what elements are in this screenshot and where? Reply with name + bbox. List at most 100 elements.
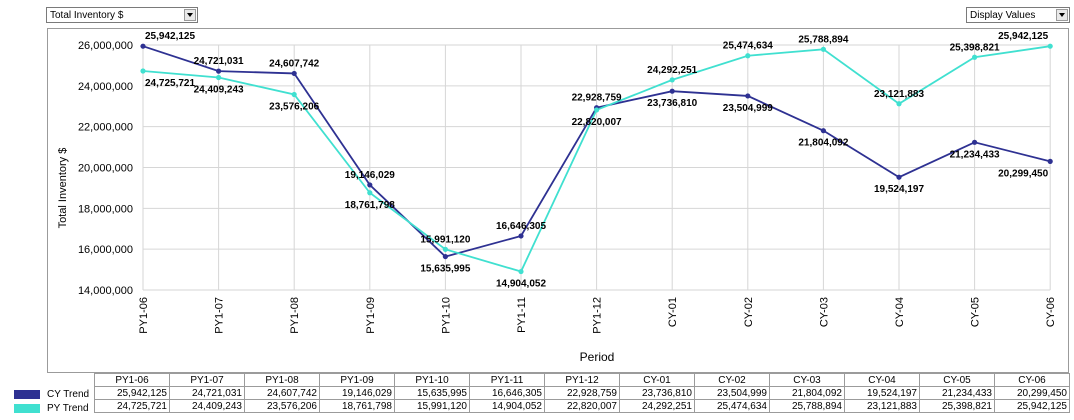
table-cell: 25,788,894 bbox=[769, 399, 845, 413]
data-label: 15,991,120 bbox=[420, 234, 470, 245]
measure-select-value: Total Inventory $ bbox=[50, 10, 124, 21]
chevron-down-icon[interactable] bbox=[1056, 9, 1068, 21]
data-label: 15,635,995 bbox=[420, 264, 470, 275]
table-cell: 24,607,742 bbox=[244, 386, 320, 400]
data-point bbox=[594, 107, 600, 113]
data-table: PY1-06 PY1-07 PY1-08 PY1-09 PY1-10 PY1-11 PY1-… bbox=[94, 373, 1070, 413]
data-label: 24,725,721 bbox=[145, 78, 195, 89]
data-point bbox=[442, 253, 448, 260]
data-label: 23,504,999 bbox=[723, 103, 773, 114]
data-point bbox=[291, 91, 297, 98]
data-point bbox=[820, 128, 827, 134]
table-cell: 16,646,305 bbox=[469, 386, 545, 400]
data-label: 23,121,883 bbox=[874, 89, 924, 100]
table-cell: 23,121,883 bbox=[844, 399, 920, 413]
x-tick-label: PY1-06 bbox=[138, 297, 150, 334]
table-cell: 23,504,999 bbox=[694, 386, 770, 400]
x-tick-label: PY1-12 bbox=[592, 297, 604, 334]
y-tick-label: 20,000,000 bbox=[78, 163, 133, 175]
table-cell: 22,928,759 bbox=[544, 386, 620, 400]
table-header-cell: PY1-12 bbox=[544, 373, 620, 387]
data-point bbox=[367, 190, 373, 196]
data-label: 24,721,031 bbox=[194, 56, 244, 67]
data-label: 19,146,029 bbox=[345, 170, 395, 181]
table-cell: 24,721,031 bbox=[169, 386, 245, 400]
line-chart: 14,000,000 16,000,000 18,000,000 20,000,000… bbox=[57, 31, 1057, 364]
table-header-cell: PY1-06 bbox=[94, 373, 170, 387]
table-header-cell: PY1-10 bbox=[394, 373, 470, 387]
data-label: 25,942,125 bbox=[998, 31, 1048, 42]
table-cell: 25,942,125 bbox=[94, 386, 170, 400]
x-tick-label: CY-04 bbox=[894, 297, 906, 327]
data-point bbox=[896, 174, 902, 180]
chevron-down-icon[interactable] bbox=[184, 9, 196, 21]
x-tick-label: PY1-08 bbox=[289, 297, 301, 334]
table-cell: 21,804,092 bbox=[769, 386, 845, 400]
x-tick-label: PY1-11 bbox=[516, 297, 528, 333]
table-header-cell: CY-03 bbox=[769, 373, 845, 387]
data-label: 22,928,759 bbox=[572, 93, 622, 104]
table-header-cell: PY1-08 bbox=[244, 373, 320, 387]
data-point bbox=[745, 53, 751, 59]
data-point bbox=[291, 70, 297, 77]
data-label: 21,234,433 bbox=[950, 149, 1000, 160]
data-label: 25,788,894 bbox=[798, 34, 848, 45]
y-tick-label: 22,000,000 bbox=[78, 122, 133, 134]
data-point bbox=[972, 139, 978, 145]
table-cell: 14,904,052 bbox=[469, 399, 545, 413]
table-header-cell: CY-02 bbox=[694, 373, 770, 387]
data-point bbox=[140, 43, 146, 49]
data-point bbox=[669, 77, 675, 83]
table-header-cell: CY-01 bbox=[619, 373, 695, 387]
display-select[interactable]: Display Values bbox=[966, 7, 1070, 23]
data-point bbox=[669, 88, 675, 94]
data-point bbox=[1047, 158, 1053, 164]
data-point bbox=[518, 233, 524, 239]
table-cell: 23,736,810 bbox=[619, 386, 695, 400]
data-label: 24,409,243 bbox=[194, 84, 244, 95]
data-label: 22,820,007 bbox=[572, 117, 622, 128]
table-cell: 22,820,007 bbox=[544, 399, 620, 413]
table-cell: 21,234,433 bbox=[919, 386, 995, 400]
data-point bbox=[518, 268, 524, 275]
table-cell: 24,409,243 bbox=[169, 399, 245, 413]
data-label: 14,904,052 bbox=[496, 279, 546, 290]
data-label: 24,607,742 bbox=[269, 58, 319, 69]
x-tick-label: CY-01 bbox=[667, 297, 679, 327]
data-point bbox=[972, 54, 978, 60]
data-label: 25,942,125 bbox=[145, 31, 195, 42]
y-tick-label: 16,000,000 bbox=[78, 244, 133, 256]
data-label: 24,292,251 bbox=[647, 65, 697, 76]
y-tick-label: 14,000,000 bbox=[78, 285, 133, 297]
table-cell: 25,474,634 bbox=[694, 399, 770, 413]
data-label: 25,474,634 bbox=[723, 41, 773, 52]
x-tick-label: CY-05 bbox=[970, 297, 982, 327]
series-lines bbox=[140, 43, 1053, 275]
table-header-cell: CY-05 bbox=[919, 373, 995, 387]
data-label: 18,761,798 bbox=[345, 200, 395, 211]
measure-select[interactable]: Total Inventory $ bbox=[46, 7, 198, 23]
x-axis-label: Period bbox=[580, 350, 615, 364]
chart-frame bbox=[47, 28, 1069, 373]
data-point bbox=[216, 74, 222, 81]
display-select-value: Display Values bbox=[970, 10, 1036, 21]
data-label: 23,736,810 bbox=[647, 98, 697, 109]
table-cell: 25,398,821 bbox=[919, 399, 995, 413]
data-labels: 25,942,125 24,721,031 24,607,742 19,146,029… bbox=[145, 31, 1049, 289]
table-header-cell: CY-06 bbox=[994, 373, 1070, 387]
table-header-cell: PY1-07 bbox=[169, 373, 245, 387]
data-label: 16,646,305 bbox=[496, 221, 546, 232]
table-cell: 15,991,120 bbox=[394, 399, 470, 413]
data-point bbox=[745, 93, 751, 99]
table-cell: 25,942,125 bbox=[994, 399, 1070, 413]
data-point bbox=[820, 46, 827, 52]
table-cell: 18,761,798 bbox=[319, 399, 395, 413]
data-point bbox=[140, 68, 146, 74]
table-header-cell: CY-04 bbox=[844, 373, 920, 387]
gridlines bbox=[142, 44, 1051, 291]
table-cell: 19,146,029 bbox=[319, 386, 395, 400]
y-tick-label: 24,000,000 bbox=[78, 81, 133, 93]
table-cell: 24,725,721 bbox=[94, 399, 170, 413]
legend-swatch-py bbox=[14, 404, 40, 413]
data-point bbox=[896, 101, 902, 107]
